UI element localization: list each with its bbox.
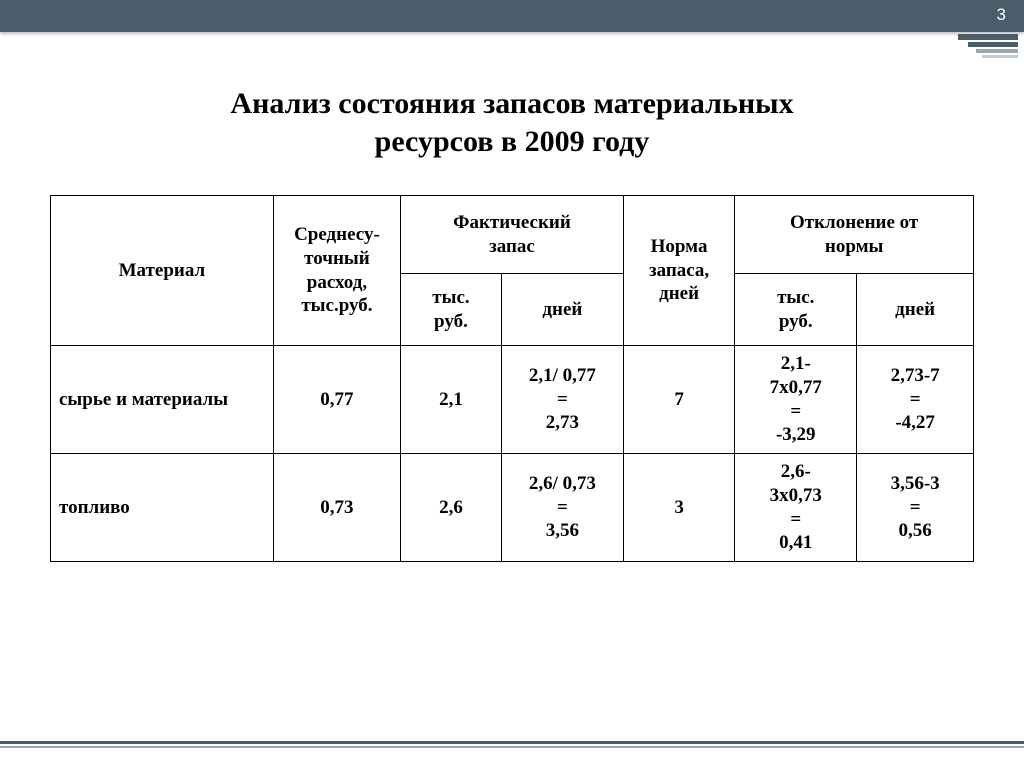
slide-title: Анализ состояния запасов материальных ре… <box>0 85 1024 160</box>
cell-ftys: 2,1 <box>401 346 502 454</box>
col-norm-days: Нормазапаса,дней <box>623 196 734 346</box>
col-material: Материал <box>51 196 274 346</box>
bottom-accent-bar <box>0 741 1024 744</box>
table-row: топливо 0,73 2,6 2,6/ 0,73=3,56 3 2,6-3х… <box>51 454 974 562</box>
cell-avg: 0,73 <box>273 454 400 562</box>
data-table-wrap: Материал Среднесу-точныйрасход,тыс.руб. … <box>50 195 974 562</box>
cell-ftys: 2,6 <box>401 454 502 562</box>
col-deviation: Отклонение отнормы <box>735 196 974 274</box>
col-dev-days: дней <box>857 274 974 346</box>
col-actual-stock: Фактическийзапас <box>401 196 624 274</box>
cell-fdays: 2,6/ 0,73=3,56 <box>501 454 623 562</box>
cell-ddays: 3,56-3=0,56 <box>857 454 974 562</box>
cell-norm: 7 <box>623 346 734 454</box>
title-line-1: Анализ состояния запасов материальных <box>230 87 793 120</box>
cell-fdays: 2,1/ 0,77=2,73 <box>501 346 623 454</box>
col-actual-tys: тыс.руб. <box>401 274 502 346</box>
table-row: сырье и материалы 0,77 2,1 2,1/ 0,77=2,7… <box>51 346 974 454</box>
cell-avg: 0,77 <box>273 346 400 454</box>
page-number: 3 <box>997 5 1006 25</box>
cell-material: сырье и материалы <box>51 346 274 454</box>
top-accent-bar: 3 <box>0 0 1024 32</box>
cell-material: топливо <box>51 454 274 562</box>
data-table: Материал Среднесу-точныйрасход,тыс.руб. … <box>50 195 974 562</box>
cell-ddays: 2,73-7=-4,27 <box>857 346 974 454</box>
slide: 3 Анализ состояния запасов материальных … <box>0 0 1024 768</box>
title-line-2: ресурсов в 2009 году <box>375 125 650 158</box>
cell-dtys: 2,6-3х0,73=0,41 <box>735 454 857 562</box>
cell-norm: 3 <box>623 454 734 562</box>
cell-dtys: 2,1-7х0,77=-3,29 <box>735 346 857 454</box>
col-dev-tys: тыс.руб. <box>735 274 857 346</box>
col-avg-daily: Среднесу-точныйрасход,тыс.руб. <box>273 196 400 346</box>
bottom-accent-bar2 <box>0 746 1024 748</box>
col-actual-days: дней <box>501 274 623 346</box>
